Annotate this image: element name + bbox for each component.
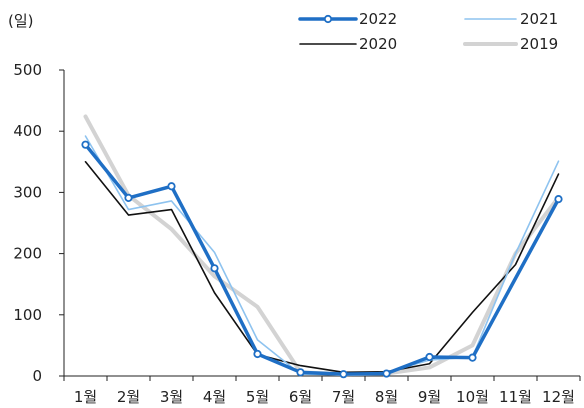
x-tick-label: 5월 bbox=[246, 388, 269, 406]
x-tick-label: 8월 bbox=[375, 388, 398, 406]
x-tick-label: 4월 bbox=[203, 388, 226, 406]
x-tick-label: 3월 bbox=[160, 388, 183, 406]
data-point-2022 bbox=[339, 370, 348, 379]
data-point-2022 bbox=[425, 352, 434, 362]
legend-label-2019: 2019 bbox=[520, 35, 558, 53]
axes: 0 100 200 300 400 500 1월 2월 3월 4월 5월 6월 7월 8월 9월 10월 11월… bbox=[13, 61, 581, 406]
y-tick-label: 500 bbox=[13, 61, 42, 79]
y-tick-label: 0 bbox=[32, 367, 42, 385]
y-axis-unit-label: (일) bbox=[8, 12, 34, 30]
data-point-2022 bbox=[253, 349, 262, 359]
data-point-2022 bbox=[167, 182, 176, 191]
y-tick-label: 400 bbox=[13, 122, 42, 140]
x-tick-label: 9월 bbox=[418, 388, 441, 406]
legend-label-2020: 2020 bbox=[359, 35, 397, 53]
series-line-2019 bbox=[83, 114, 561, 377]
x-tick-label: 1월 bbox=[74, 388, 97, 406]
legend-label-2021: 2021 bbox=[520, 10, 558, 28]
data-point-2022 bbox=[468, 353, 477, 362]
x-tick-label: 7월 bbox=[332, 388, 355, 406]
data-point-2022 bbox=[382, 369, 391, 378]
data-point-2022 bbox=[124, 193, 133, 203]
y-tick-label: 200 bbox=[13, 245, 42, 263]
legend-marker-2022 bbox=[323, 14, 333, 24]
series-line-2021 bbox=[84, 135, 560, 376]
series-line-2022 bbox=[83, 142, 561, 376]
data-point-2022 bbox=[210, 264, 219, 273]
y-tick-label: 100 bbox=[13, 306, 42, 324]
series-line-2020 bbox=[84, 161, 560, 374]
legend-label-2022: 2022 bbox=[359, 10, 397, 28]
x-tick-label: 12월 bbox=[542, 388, 575, 406]
x-tick-label: 2월 bbox=[117, 388, 140, 406]
legend: 2022 2021 2020 2019 bbox=[298, 10, 558, 53]
y-tick-label: 300 bbox=[13, 183, 42, 201]
x-tick-label: 6월 bbox=[289, 388, 312, 406]
data-point-2022 bbox=[296, 368, 305, 377]
data-point-2022 bbox=[81, 140, 90, 149]
x-tick-label: 10월 bbox=[456, 388, 489, 406]
data-point-2022 bbox=[554, 195, 563, 204]
series-layer bbox=[81, 114, 563, 379]
x-tick-label: 11월 bbox=[499, 388, 532, 406]
